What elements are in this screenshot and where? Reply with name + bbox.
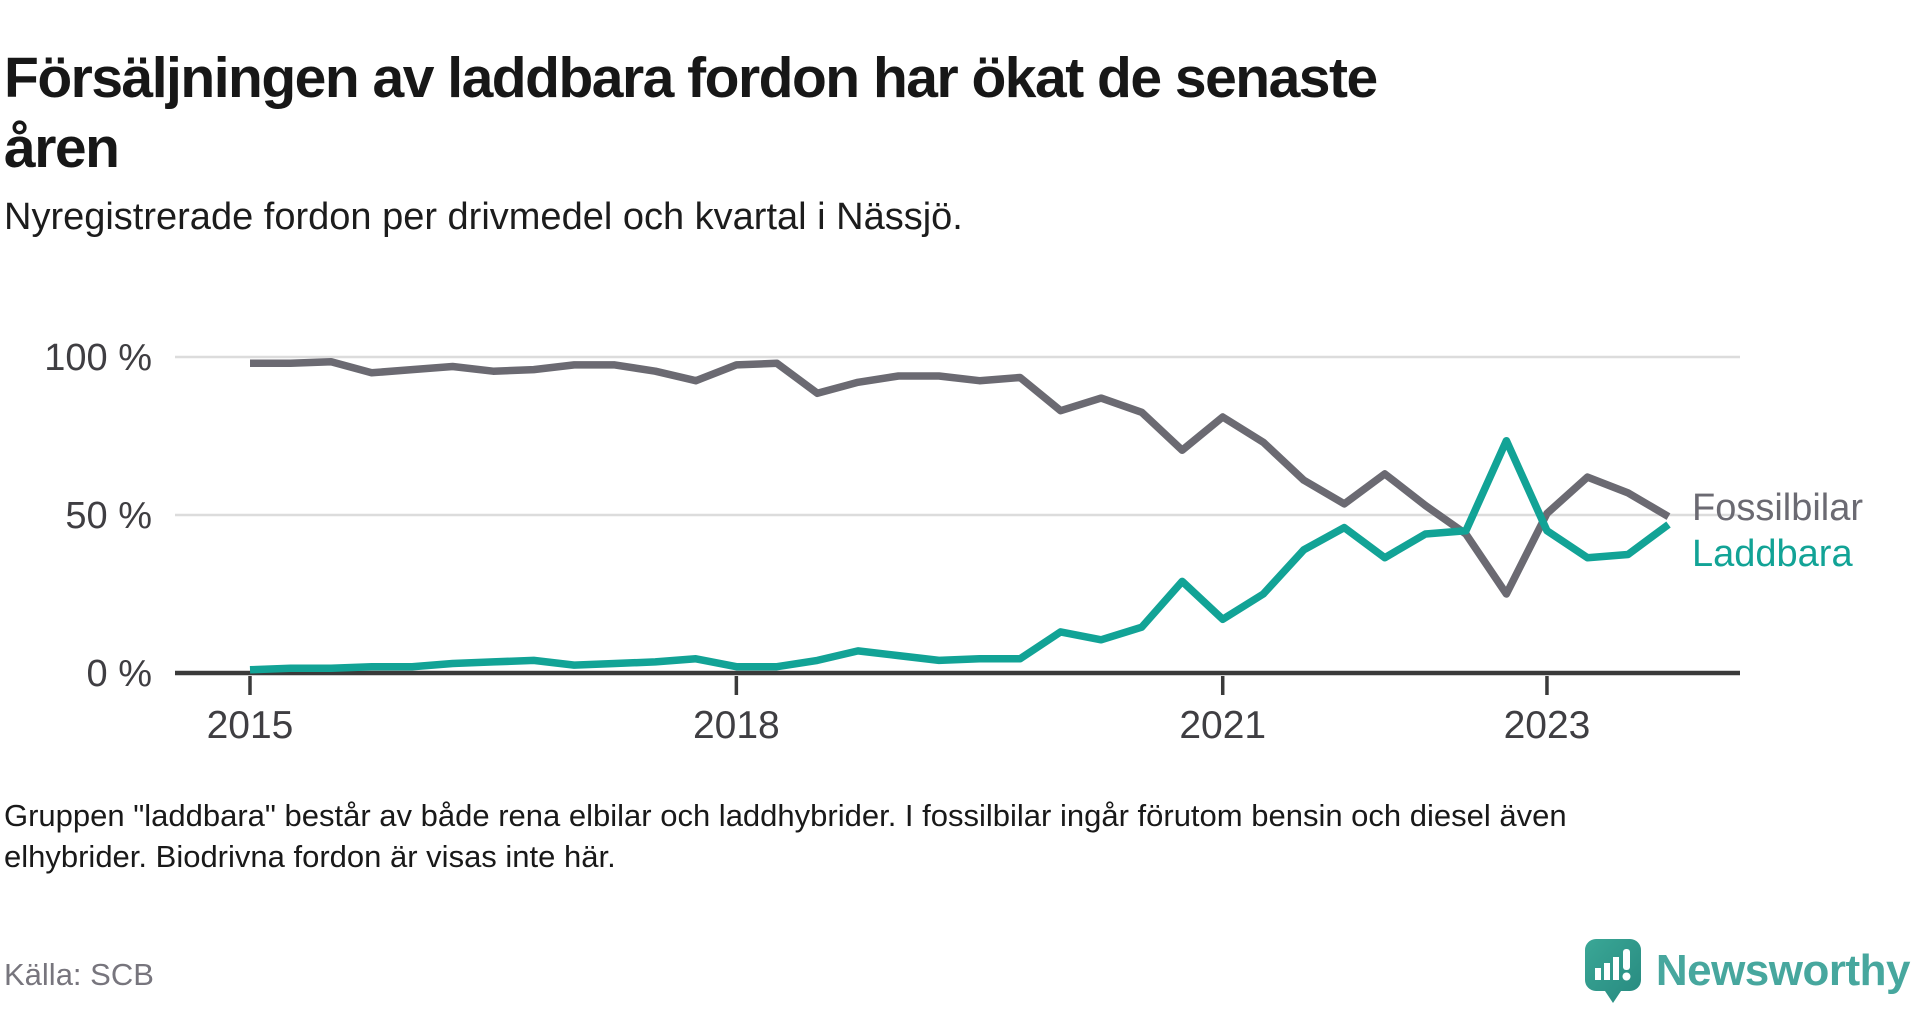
legend-label-fossilbilar: Fossilbilar [1692,487,1863,529]
brand-lockup: Newsworthy [1584,938,1911,1004]
chart-subtitle: Nyregistrerade fordon per drivmedel och … [4,196,963,238]
x-tick-label-2018: 2018 [693,704,780,747]
source-label: Källa: SCB [4,957,154,992]
brand-name: Newsworthy [1655,946,1911,995]
x-tick-label-2015: 2015 [207,704,294,747]
laddbara-line [249,436,1671,674]
footnote: Gruppen "laddbara" består av både rena e… [4,798,1567,874]
y-tick-label-50: 50 % [65,495,152,537]
newsworthy-logo-icon [1584,939,1641,1003]
page-title: Försäljningen av laddbara fordon har öka… [4,46,1378,180]
fossilbilar-line [250,357,1671,598]
legend-label-laddbara: Laddbara [1692,533,1853,575]
y-tick-label-0: 0 % [87,653,152,695]
x-tick-label-2023: 2023 [1504,704,1591,747]
y-tick-label-100: 100 % [44,337,152,379]
x-tick-label-2021: 2021 [1179,704,1266,747]
